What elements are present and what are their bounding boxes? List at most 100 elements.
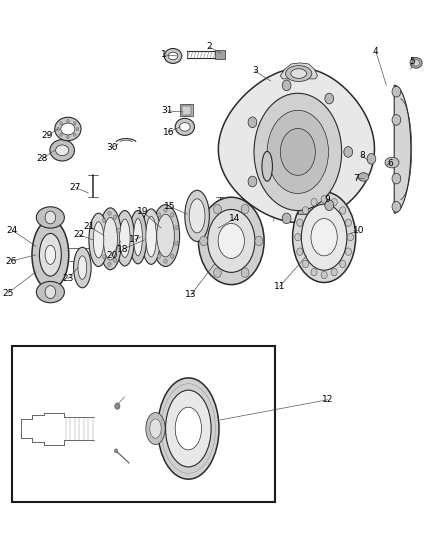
Ellipse shape	[311, 219, 337, 256]
Text: 15: 15	[164, 203, 176, 211]
Circle shape	[175, 225, 178, 230]
Circle shape	[248, 176, 257, 187]
Ellipse shape	[301, 204, 347, 270]
Circle shape	[347, 233, 353, 241]
Ellipse shape	[55, 117, 81, 141]
Ellipse shape	[166, 390, 211, 467]
Circle shape	[170, 254, 174, 259]
Circle shape	[303, 260, 309, 268]
Circle shape	[102, 255, 106, 259]
Ellipse shape	[39, 233, 61, 276]
Text: 8: 8	[359, 151, 365, 160]
Text: 10: 10	[353, 226, 364, 235]
Circle shape	[108, 211, 111, 215]
Circle shape	[113, 215, 117, 219]
Ellipse shape	[413, 60, 420, 66]
Text: 20: 20	[106, 252, 117, 260]
Text: 21: 21	[84, 222, 95, 231]
Circle shape	[345, 248, 351, 255]
Ellipse shape	[103, 217, 117, 260]
Circle shape	[339, 207, 346, 214]
Circle shape	[76, 127, 79, 131]
Circle shape	[60, 133, 62, 136]
Circle shape	[200, 236, 208, 246]
Ellipse shape	[115, 211, 134, 266]
Ellipse shape	[150, 419, 161, 438]
Circle shape	[282, 213, 291, 224]
Circle shape	[241, 204, 249, 214]
Ellipse shape	[36, 281, 64, 303]
Ellipse shape	[410, 58, 422, 68]
Text: 2: 2	[207, 43, 212, 51]
Circle shape	[74, 122, 76, 125]
Ellipse shape	[45, 245, 56, 264]
Circle shape	[325, 200, 334, 211]
Circle shape	[67, 135, 69, 139]
Ellipse shape	[146, 216, 156, 257]
Circle shape	[213, 268, 221, 278]
Circle shape	[117, 245, 120, 249]
Ellipse shape	[280, 128, 315, 175]
Circle shape	[157, 213, 161, 217]
Circle shape	[241, 268, 249, 278]
Circle shape	[321, 271, 327, 279]
Circle shape	[392, 115, 401, 125]
Ellipse shape	[89, 213, 108, 266]
Circle shape	[114, 449, 118, 453]
Circle shape	[392, 201, 401, 212]
Circle shape	[282, 80, 291, 91]
Ellipse shape	[286, 66, 312, 82]
Circle shape	[213, 204, 222, 214]
Ellipse shape	[141, 209, 161, 264]
Circle shape	[295, 233, 301, 241]
Ellipse shape	[152, 205, 180, 266]
Ellipse shape	[50, 140, 74, 161]
Text: 16: 16	[163, 128, 174, 136]
Text: 25: 25	[2, 289, 14, 297]
Circle shape	[331, 198, 337, 206]
Ellipse shape	[93, 222, 104, 258]
Circle shape	[345, 219, 351, 227]
Text: 7: 7	[353, 174, 359, 182]
Ellipse shape	[129, 211, 147, 264]
Circle shape	[170, 213, 174, 217]
Text: 11: 11	[274, 282, 285, 291]
Ellipse shape	[158, 378, 219, 479]
Polygon shape	[219, 68, 374, 223]
Text: 6: 6	[388, 159, 394, 167]
Bar	[180, 104, 193, 116]
Ellipse shape	[157, 214, 174, 257]
Text: 26: 26	[5, 257, 17, 265]
Bar	[215, 50, 225, 59]
Polygon shape	[280, 63, 318, 79]
Bar	[298, 205, 312, 214]
Circle shape	[321, 196, 327, 203]
Text: 27: 27	[70, 183, 81, 192]
Circle shape	[311, 269, 317, 276]
Circle shape	[164, 208, 167, 212]
Circle shape	[60, 122, 62, 125]
Text: 23: 23	[62, 274, 74, 283]
Ellipse shape	[134, 219, 142, 256]
Circle shape	[74, 133, 76, 136]
Circle shape	[392, 86, 401, 97]
Ellipse shape	[218, 223, 244, 259]
Text: 30: 30	[106, 143, 117, 152]
Circle shape	[297, 219, 303, 227]
Ellipse shape	[78, 256, 87, 279]
Ellipse shape	[99, 208, 122, 270]
Ellipse shape	[189, 199, 205, 233]
Circle shape	[339, 260, 346, 268]
Text: 4: 4	[373, 47, 378, 55]
Circle shape	[392, 173, 401, 184]
Ellipse shape	[180, 123, 190, 131]
Text: 28: 28	[36, 155, 47, 163]
Ellipse shape	[164, 49, 182, 63]
Ellipse shape	[168, 52, 178, 60]
Circle shape	[108, 262, 111, 266]
Text: 22: 22	[73, 230, 85, 239]
Text: 14: 14	[229, 214, 240, 223]
Text: 31: 31	[162, 107, 173, 115]
Bar	[182, 106, 191, 115]
Circle shape	[367, 154, 376, 164]
